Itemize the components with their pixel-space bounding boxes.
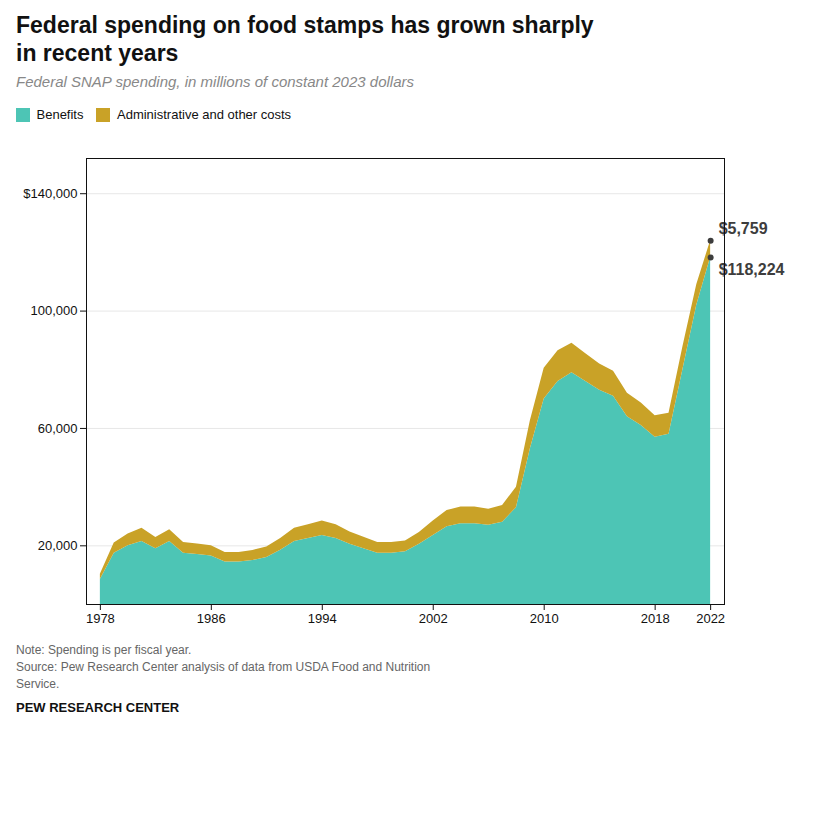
html-text:PEW RESEARCH CENTER: PEW RESEARCH CENTER — [16, 699, 180, 715]
svg-text:2002: 2002 — [419, 610, 448, 625]
html-text:Federal SNAP spending, in mill: Federal SNAP spending, in millions of co… — [16, 73, 414, 91]
svg-text:1986: 1986 — [197, 610, 226, 625]
html-text:Note: Spending is per fiscal y: Note: Spending is per fiscal year. — [16, 642, 192, 657]
svg-text:1978: 1978 — [86, 610, 115, 625]
html-text:Administrative and other costs: Administrative and other costs — [117, 107, 292, 123]
svg-text:1994: 1994 — [308, 610, 337, 625]
html-text:Source: Pew Research Center an: Source: Pew Research Center analysis of … — [16, 660, 431, 675]
svg-text:2010: 2010 — [530, 610, 559, 625]
svg-text:20,000: 20,000 — [38, 538, 78, 553]
svg-text:100,000: 100,000 — [31, 303, 78, 318]
html-text:Federal spending on food stamp: Federal spending on food stamps has grow… — [16, 12, 594, 66]
svg-text:$140,000: $140,000 — [23, 186, 77, 201]
svg-text:$118,224: $118,224 — [719, 260, 785, 277]
svg-text:$5,759: $5,759 — [719, 220, 768, 237]
html-text:Benefits: Benefits — [36, 107, 84, 123]
html-text:Service.: Service. — [16, 677, 60, 692]
svg-text:2018: 2018 — [641, 610, 670, 625]
svg-text:2022: 2022 — [696, 610, 725, 625]
svg-text:60,000: 60,000 — [38, 420, 78, 435]
